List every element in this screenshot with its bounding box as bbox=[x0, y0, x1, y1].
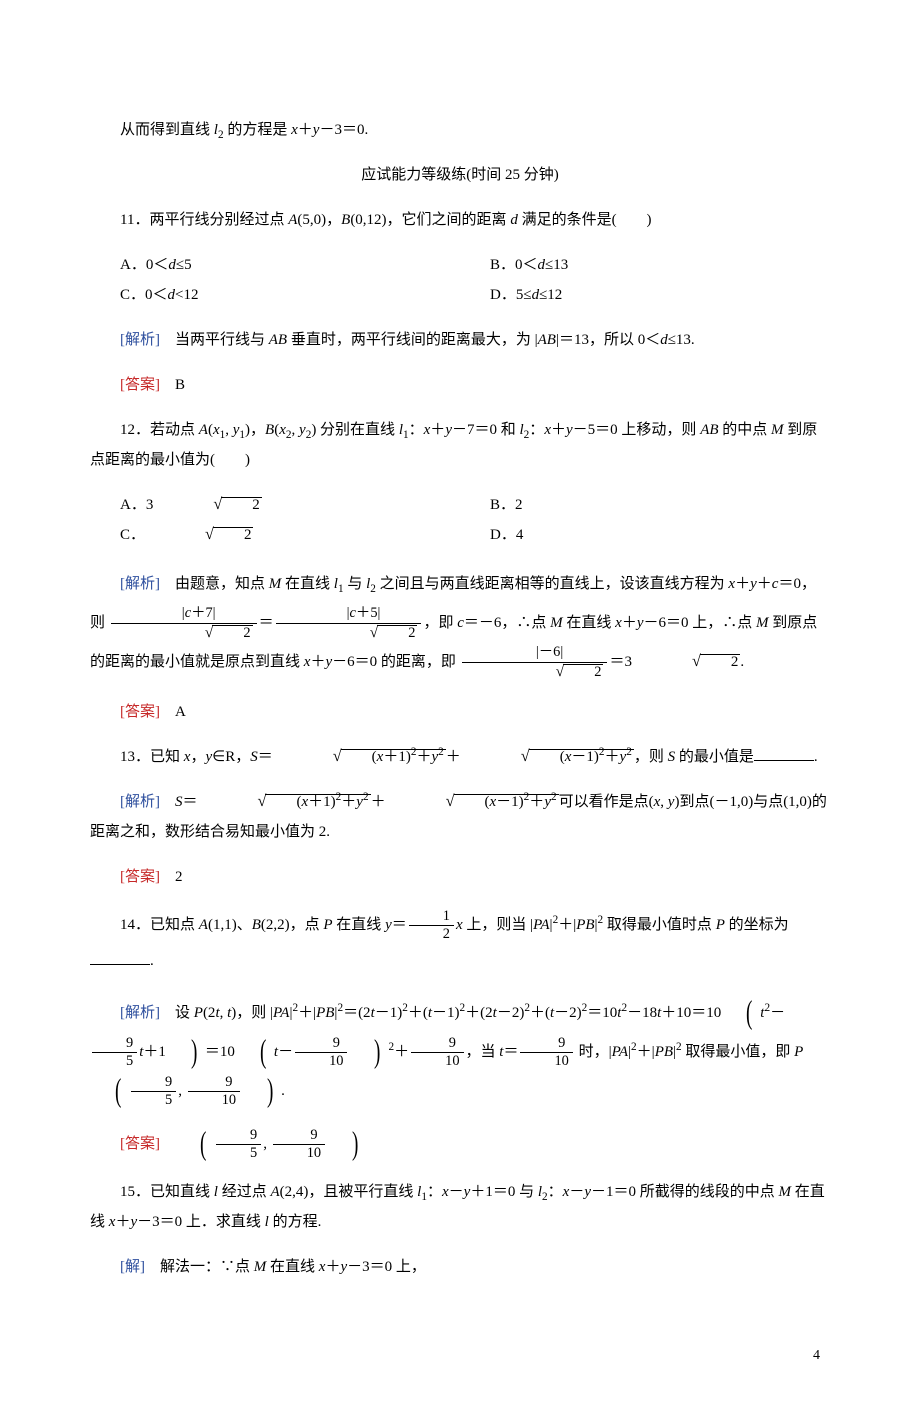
solution-label: [解] bbox=[120, 1259, 145, 1275]
page-container: 从而得到直线 l2 的方程是 x＋y－3＝0. 应试能力等级练(时间 25 分钟… bbox=[0, 0, 920, 1420]
page-number: 4 bbox=[90, 1342, 830, 1370]
q12-analysis: [解析] 由题意，知点 M 在直线 l1 与 l2 之间且与两直线距离相等的直线… bbox=[90, 565, 830, 682]
analysis-label: [解析] bbox=[120, 332, 160, 348]
q14-stem: 14．已知点 A(1,1)、B(2,2)，点 P 在直线 y＝12x 上，则当 … bbox=[90, 907, 830, 979]
q13-answer-value: 2 bbox=[175, 869, 183, 885]
q14-number: 14． bbox=[120, 917, 150, 933]
q11-option-b: B．0＜d≤13 bbox=[460, 250, 830, 280]
answer-label: [答案] bbox=[120, 869, 160, 885]
q11-stem: 11．两平行线分别经过点 A(5,0)，B(0,12)，它们之间的距离 d 满足… bbox=[90, 205, 830, 235]
q12-answer: [答案] A bbox=[90, 697, 830, 727]
q12-option-c: C．2 bbox=[90, 520, 460, 550]
answer-label: [答案] bbox=[120, 704, 160, 720]
q13-blank bbox=[754, 744, 814, 761]
q11-option-d: D．5≤d≤12 bbox=[460, 280, 830, 310]
analysis-label: [解析] bbox=[120, 794, 160, 810]
q12-frac3: |－6| 2 bbox=[462, 645, 608, 679]
q11-options-row1: A．0＜d≤5 B．0＜d≤13 bbox=[90, 250, 830, 280]
q12-option-b: B．2 bbox=[460, 490, 830, 520]
q11-options-row2: C．0＜d<12 D．5≤d≤12 bbox=[90, 280, 830, 310]
q12-answer-value: A bbox=[175, 704, 186, 720]
q14-frac-half: 12 bbox=[409, 909, 454, 942]
q13-number: 13． bbox=[120, 749, 150, 765]
q12-option-d: D．4 bbox=[460, 520, 830, 550]
q12-number: 12． bbox=[120, 422, 150, 438]
analysis-label: [解析] bbox=[120, 1005, 160, 1021]
q11-number: 11． bbox=[120, 212, 149, 228]
q12-options-row2: C．2 D．4 bbox=[90, 520, 830, 550]
q12-frac2: |c＋5| 2 bbox=[276, 606, 422, 640]
q15-number: 15． bbox=[120, 1184, 150, 1200]
answer-label: [答案] bbox=[120, 1136, 160, 1152]
q15-stem: 15．已知直线 l 经过点 A(2,4)，且被平行直线 l1：x－y＋1＝0 与… bbox=[90, 1177, 830, 1237]
q14-analysis: [解析] 设 P(2t, t)，则 |PA|2＋|PB|2＝(2t－1)2＋(t… bbox=[90, 994, 830, 1111]
q12-stem: 12．若动点 A(x1, y1)，B(x2, y2) 分别在直线 l1：x＋y－… bbox=[90, 415, 830, 475]
answer-label: [答案] bbox=[120, 377, 160, 393]
q14-answer: [答案] (95, 910) bbox=[90, 1126, 830, 1162]
q13-answer: [答案] 2 bbox=[90, 862, 830, 892]
intro-line: 从而得到直线 l2 的方程是 x＋y－3＝0. bbox=[90, 115, 830, 145]
q14-blank bbox=[90, 948, 150, 965]
analysis-label: [解析] bbox=[120, 576, 160, 592]
q13-analysis: [解析] S＝(x＋1)2＋y2＋(x－1)2＋y2可以看作是点(x, y)到点… bbox=[90, 787, 830, 847]
q13-stem: 13．已知 x，y∈R，S＝(x＋1)2＋y2＋(x－1)2＋y2，则 S 的最… bbox=[90, 742, 830, 772]
q11-option-c: C．0＜d<12 bbox=[90, 280, 460, 310]
q11-answer: [答案] B bbox=[90, 370, 830, 400]
q11-analysis: [解析] 当两平行线与 AB 垂直时，两平行线间的距离最大，为 |AB|＝13，… bbox=[90, 325, 830, 355]
q11-answer-value: B bbox=[175, 377, 185, 393]
section-heading: 应试能力等级练(时间 25 分钟) bbox=[90, 160, 830, 190]
q12-options-row1: A．32 B．2 bbox=[90, 490, 830, 520]
q12-frac1: |c＋7| 2 bbox=[111, 606, 257, 640]
q11-option-a: A．0＜d≤5 bbox=[90, 250, 460, 280]
q15-solution: [解] 解法一：∵点 M 在直线 x＋y－3＝0 上， bbox=[90, 1252, 830, 1282]
q12-option-a: A．32 bbox=[90, 490, 460, 520]
